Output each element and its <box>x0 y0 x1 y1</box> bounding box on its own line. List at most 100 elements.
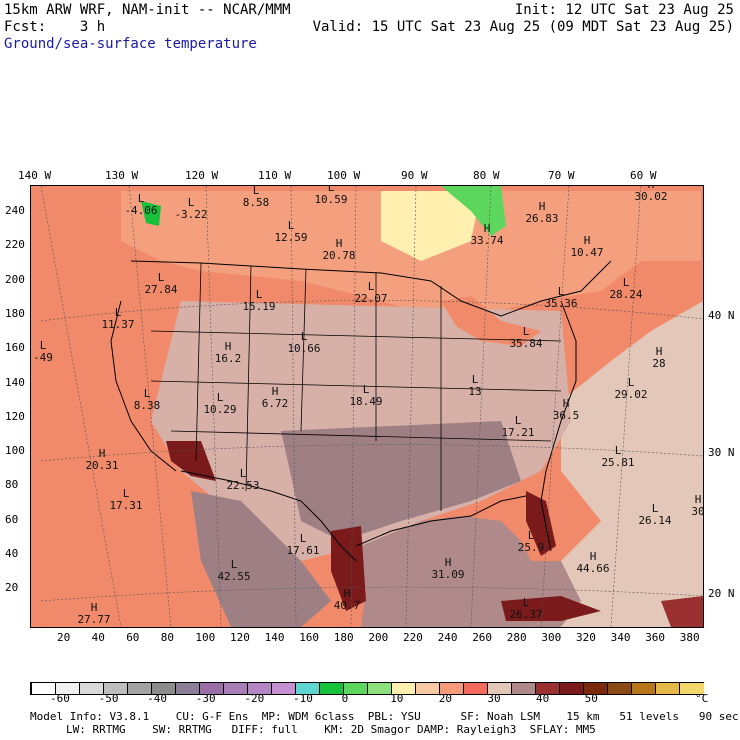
y-tick-label: 80 <box>5 478 19 492</box>
lat-label: 40 N <box>708 309 735 322</box>
extremum-letter: L <box>188 196 195 209</box>
extremum-letter: H <box>272 385 279 398</box>
color-scale-swatch <box>439 683 464 694</box>
x-tick-label: 300 <box>541 631 562 644</box>
extremum-letter: H <box>344 587 351 600</box>
extremum-value: 28.24 <box>609 288 642 301</box>
color-scale-swatch <box>127 683 152 694</box>
extremum-letter: H <box>445 556 452 569</box>
extremum-value: 10.66 <box>287 342 320 355</box>
y-tick-label: 220 <box>5 238 25 252</box>
color-scale-swatch <box>367 683 392 694</box>
x-tick-label: 140 <box>264 631 285 644</box>
extremum-letter: H <box>648 186 655 191</box>
extremum-letter: L <box>115 306 122 319</box>
model-title: 15km ARW WRF, NAM-init -- NCAR/MMM <box>4 2 291 18</box>
x-tick-label: 100 <box>195 631 216 644</box>
extremum-value: -4.06 <box>124 204 157 217</box>
extremum-letter: L <box>623 276 630 289</box>
color-scale-swatch <box>175 683 200 694</box>
extremum-value: 16.2 <box>215 352 242 365</box>
gulf-coast <box>355 495 527 547</box>
color-scale-swatch <box>415 683 440 694</box>
extremum-letter: L <box>363 383 370 396</box>
x-tick-label: 340 <box>610 631 631 644</box>
extremum-value: 25.81 <box>601 456 634 469</box>
extremum-value: 17.31 <box>109 499 142 512</box>
color-scale-label: 10 <box>390 692 404 705</box>
extremum-letter: L <box>288 219 295 232</box>
temperature-map: L -4.06 L -3.22 L 8.58 L 10.59 L 12.59 H 20.78 H 33.7… <box>30 185 704 628</box>
extremum-letter: L <box>253 186 260 197</box>
x-tick-label: 60 <box>126 631 140 644</box>
color-scale-label: -10 <box>293 692 313 705</box>
extremum-value: -3.22 <box>174 208 207 221</box>
extremum-letter: H <box>584 234 591 247</box>
color-scale-label: 0 <box>341 692 349 705</box>
extremum-value: 13 <box>468 385 481 398</box>
canada-cool-patch <box>381 191 481 261</box>
extremum-value: 20.78 <box>322 249 355 262</box>
hot-cuba <box>501 596 601 621</box>
color-scale-swatch <box>247 683 272 694</box>
extremum-value: 30.02 <box>634 190 667 203</box>
hot-texas <box>331 526 366 611</box>
extremum-value: 20.31 <box>85 459 118 472</box>
color-scale-swatch <box>79 683 104 694</box>
color-scale-swatch <box>559 683 584 694</box>
extremum-value: 8.38 <box>134 399 161 412</box>
lon-label: 120 W <box>185 169 219 182</box>
lon-label: 100 W <box>327 169 361 182</box>
extremum-letter: L <box>256 288 263 301</box>
graticule <box>40 186 703 627</box>
color-scale-swatch <box>391 683 416 694</box>
color-scale-swatch <box>343 683 368 694</box>
extremum-value: 44.66 <box>576 562 609 575</box>
extremum-value: 36.5 <box>553 409 580 422</box>
extremum-letter: L <box>40 339 47 352</box>
extremum-value: 22.53 <box>226 479 259 492</box>
extremum-value: 12.59 <box>274 231 307 244</box>
extremum-value: 40.7 <box>334 599 361 612</box>
color-scale-swatch <box>223 683 248 694</box>
y-tick-label: 20 <box>5 581 19 595</box>
color-scale-swatch <box>463 683 488 694</box>
great-lakes <box>441 296 541 346</box>
x-tick-label: 320 <box>576 631 596 644</box>
extremum-value: 30 <box>691 505 703 518</box>
color-scale-swatch <box>295 683 320 694</box>
lon-label: 90 W <box>401 169 428 182</box>
extremum-value: 26.14 <box>638 514 671 527</box>
extremum-value: 10.59 <box>314 193 347 206</box>
lat-label: 30 N <box>708 446 735 459</box>
extremum-value: 27.77 <box>77 613 110 626</box>
model-info-line2: LW: RRTMG SW: RRTMG DIFF: full KM: 2D Sm… <box>66 723 596 736</box>
atlantic-ocean <box>561 301 703 627</box>
extremum-letter: H <box>563 397 570 410</box>
color-scale-swatch <box>55 683 80 694</box>
lon-label: 60 W <box>630 169 657 182</box>
x-tick-label: 260 <box>472 631 493 644</box>
extremum-letter: L <box>472 373 479 386</box>
extremum-letter: H <box>590 550 597 563</box>
extremum-value: 10.29 <box>203 403 236 416</box>
extremum-letter: L <box>615 444 622 457</box>
extremum-value: -49 <box>33 351 53 364</box>
extremum-value: 33.74 <box>470 234 503 247</box>
mexico-land <box>191 491 331 627</box>
color-scale-label: -40 <box>147 692 168 705</box>
color-scale-swatch <box>631 683 656 694</box>
extremum-value: 31.09 <box>431 568 464 581</box>
extremum-value: 28 <box>652 357 665 370</box>
extremum-value: 18.49 <box>349 395 382 408</box>
color-scale-swatch <box>535 683 560 694</box>
extremum-letter: L <box>231 558 238 571</box>
color-scale-unit: °C <box>695 692 709 705</box>
lon-label: 130 W <box>105 169 139 182</box>
extremum-letter: L <box>240 467 247 480</box>
lat-label: 20 N <box>708 587 735 600</box>
us-mexico-border <box>180 470 357 562</box>
color-scale-label: -50 <box>98 692 119 705</box>
